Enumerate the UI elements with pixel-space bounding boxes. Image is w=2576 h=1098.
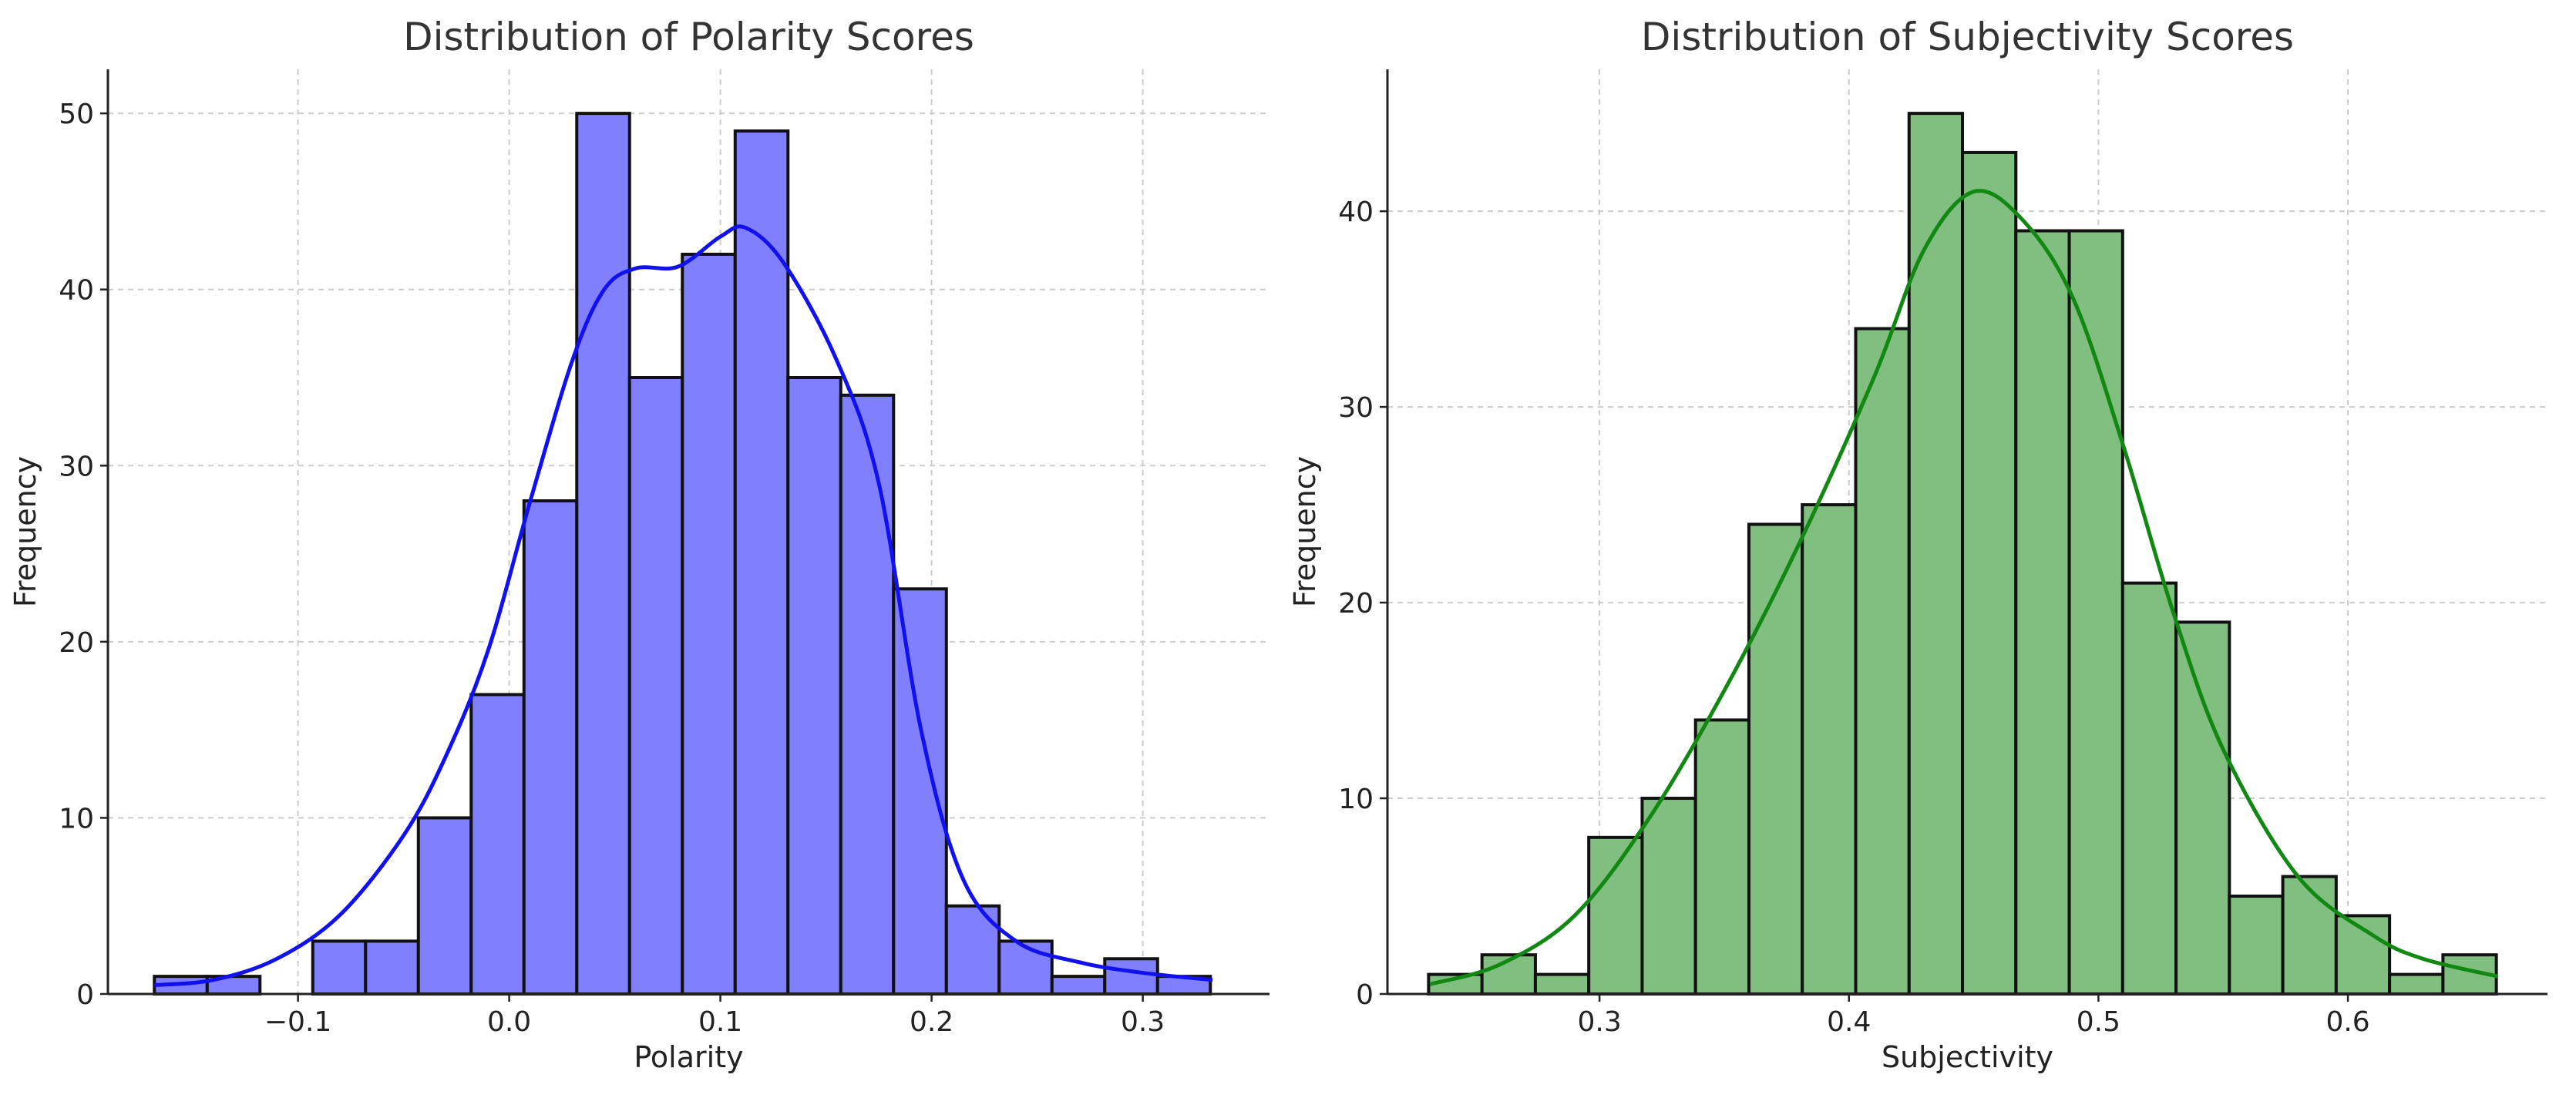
- histogram-bar: [786, 376, 842, 996]
- histogram-bar: [2228, 895, 2285, 996]
- histogram-bar: [364, 939, 420, 996]
- y-tick-label: 50: [59, 99, 94, 130]
- histogram-bar: [1854, 327, 1911, 996]
- histogram-bar: [1533, 972, 1591, 996]
- y-axis-label: Frequency: [8, 456, 42, 607]
- histogram-bar: [1907, 112, 1965, 996]
- y-tick-label: 0: [76, 979, 94, 1011]
- y-tick-label: 40: [1338, 196, 1374, 228]
- y-tick-label: 10: [59, 803, 94, 834]
- histogram-bar: [2281, 875, 2338, 996]
- histogram-bar: [522, 499, 579, 996]
- x-axis-label: Subjectivity: [1882, 1040, 2053, 1074]
- x-axis-label: Polarity: [634, 1040, 743, 1074]
- y-axis-label: Frequency: [1288, 456, 1322, 607]
- polarity-histogram-panel: Distribution of Polarity Scores Polarity…: [8, 15, 1270, 1074]
- x-tick-label: 0.4: [1827, 1006, 1871, 1038]
- histogram-bar: [416, 816, 473, 996]
- histogram-bar: [2067, 229, 2124, 996]
- histogram-bar: [997, 939, 1054, 996]
- x-tick-label: 0.3: [1121, 1006, 1165, 1038]
- x-tick-label: 0.2: [910, 1006, 953, 1038]
- histogram-bar: [2120, 581, 2178, 996]
- histogram-bar: [1961, 150, 2018, 996]
- y-tick-label: 40: [59, 275, 94, 307]
- histogram-bar: [1747, 522, 1804, 996]
- y-tick-label: 20: [59, 627, 94, 659]
- x-tick-label: 0.6: [2325, 1006, 2369, 1038]
- histogram-bar: [1640, 797, 1697, 996]
- kde-curve: [1429, 189, 2498, 986]
- subjectivity-histogram-panel: Distribution of Subjectivity Scores Subj…: [1288, 15, 2547, 1074]
- x-tick-label: 0.0: [487, 1006, 531, 1038]
- y-tick-label: 0: [1356, 979, 1374, 1011]
- histogram-bar: [311, 939, 368, 996]
- histogram-bar: [1050, 975, 1107, 996]
- histogram-bar: [1103, 957, 1159, 996]
- x-tick-label: 0.5: [2077, 1006, 2120, 1038]
- histogram-bars: [153, 112, 1212, 996]
- histogram-bar: [892, 587, 948, 996]
- histogram-bar: [733, 129, 790, 996]
- y-tick-label: 30: [59, 451, 94, 482]
- histogram-bar: [681, 253, 737, 996]
- histogram-bar: [2014, 229, 2071, 996]
- x-tick-label: −0.1: [264, 1006, 331, 1038]
- x-tick-label: 0.1: [698, 1006, 742, 1038]
- histogram-bar: [2174, 620, 2231, 996]
- chart-title: Distribution of Polarity Scores: [403, 15, 974, 59]
- x-tick-label: 0.3: [1577, 1006, 1621, 1038]
- histogram-bar: [1587, 835, 1644, 996]
- histogram-bar: [627, 376, 684, 996]
- histogram-bar: [469, 693, 526, 996]
- histogram-bar: [2388, 972, 2445, 996]
- histogram-bar: [1693, 718, 1750, 996]
- y-tick-label: 10: [1338, 784, 1374, 815]
- histogram-bar: [839, 393, 896, 996]
- y-tick-label: 20: [1338, 588, 1374, 620]
- chart-title: Distribution of Subjectivity Scores: [1641, 15, 2294, 59]
- histogram-bar: [1801, 503, 1858, 996]
- histogram-bars: [1427, 112, 2498, 996]
- y-tick-label: 30: [1338, 392, 1374, 424]
- histogram-bar: [575, 112, 631, 996]
- kde-curve: [154, 224, 1213, 988]
